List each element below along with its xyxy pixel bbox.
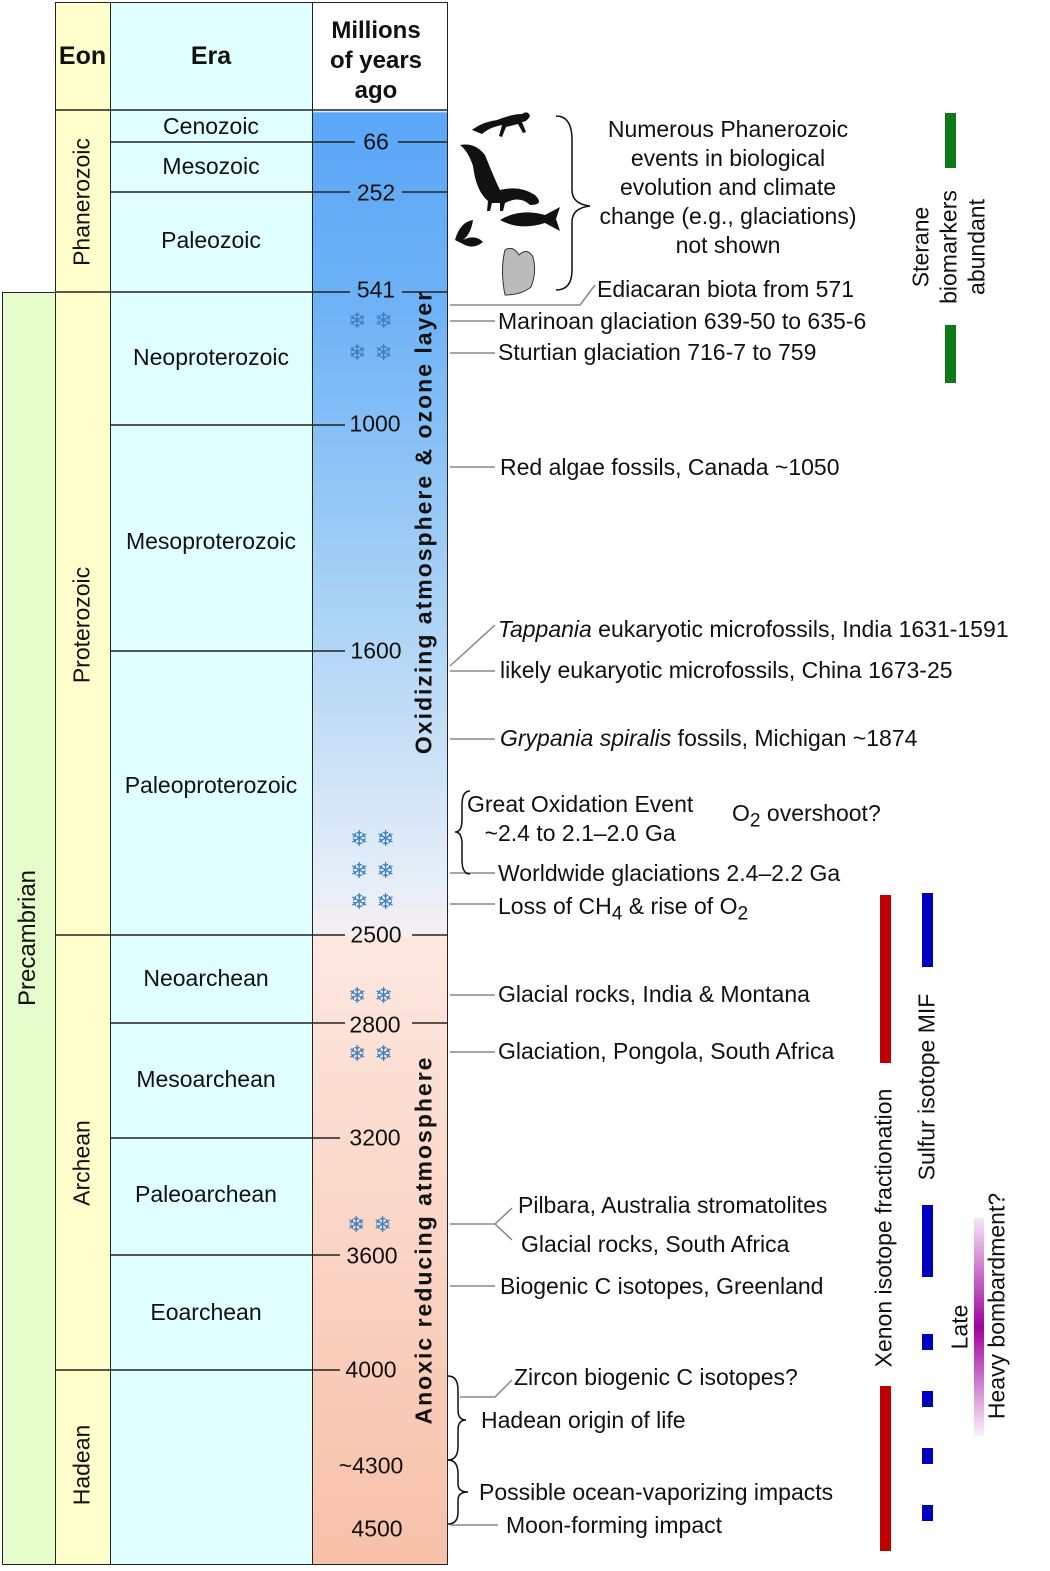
- event-text: eukaryotic microfossils, India 1631-1591: [591, 616, 1009, 642]
- era-mesoproterozoic: Mesoproterozoic: [125, 528, 297, 554]
- age-1000: 1000: [349, 410, 401, 437]
- era-mesozoic: Mesozoic: [162, 153, 260, 179]
- age-66: 66: [363, 128, 389, 155]
- era-column: [110, 2, 313, 1565]
- age-541: 541: [356, 276, 396, 303]
- sterane-label-3: abundant: [963, 199, 990, 295]
- sulfur-label: Sulfur isotope MIF: [913, 993, 940, 1181]
- event-o2-overshoot: O2 overshoot?: [732, 800, 881, 833]
- event-ocean-vapor: Possible ocean-vaporizing impacts: [479, 1479, 834, 1505]
- age-4000: 4000: [345, 1356, 397, 1383]
- event-pongola: Glaciation, Pongola, South Africa: [498, 1038, 835, 1064]
- event-text: fossils, Michigan ~1874: [671, 725, 918, 751]
- precambrian-column: [2, 292, 56, 1565]
- eon-column: [55, 2, 111, 1565]
- taxon-name: Grypania spiralis: [500, 725, 672, 751]
- event-grypania: Grypania spiralis fossils, Michigan ~187…: [500, 725, 917, 752]
- o2-text: O: [732, 800, 750, 826]
- era-eoarchean: Eoarchean: [150, 1299, 262, 1325]
- event-sturtian: Sturtian glaciation 716-7 to 759: [498, 339, 817, 365]
- era-neoproterozoic: Neoproterozoic: [133, 344, 289, 370]
- event-loss-ch4: Loss of CH4 & rise of O2: [498, 893, 748, 926]
- snowflake-icon: ❄❄: [348, 340, 401, 365]
- subscript: 2: [737, 903, 749, 925]
- event-moon: Moon-forming impact: [506, 1512, 723, 1538]
- event-china: likely eukaryotic microfossils, China 16…: [500, 657, 953, 683]
- eon-header: Eon: [58, 42, 107, 70]
- event-zircon: Zircon biogenic C isotopes?: [514, 1364, 798, 1390]
- taxon-name: Tappania: [498, 616, 592, 642]
- anoxic-atmosphere-label: Anoxic reducing atmosphere: [410, 1055, 437, 1425]
- era-paleoarchean: Paleoarchean: [135, 1181, 277, 1207]
- overshoot-text: overshoot?: [760, 800, 881, 826]
- age-4300: ~4300: [338, 1452, 404, 1479]
- fossil-silhouettes: [455, 112, 560, 296]
- event-pilbara: Pilbara, Australia stromatolites: [518, 1192, 828, 1218]
- event-goe: Great Oxidation Event ~2.4 to 2.1–2.0 Ga: [467, 790, 693, 848]
- event-red-algae: Red algae fossils, Canada ~1050: [500, 454, 840, 480]
- age-3600: 3600: [346, 1242, 398, 1269]
- era-cenozoic: Cenozoic: [163, 113, 259, 139]
- event-worldwide-glaciations: Worldwide glaciations 2.4–2.2 Ga: [498, 860, 841, 886]
- eon-phanerozoic: Phanerozoic: [68, 138, 95, 266]
- lhb-label-2: Heavy bombardment?: [983, 1192, 1010, 1420]
- age-2800: 2800: [349, 1011, 401, 1038]
- snowflake-icon: ❄❄: [350, 858, 403, 883]
- age-4500: 4500: [351, 1515, 403, 1542]
- era-paleoproterozoic: Paleoproterozoic: [124, 772, 298, 798]
- lhb-label-1: Late: [946, 1304, 973, 1350]
- subscript: 4: [611, 903, 623, 925]
- phanerozoic-note: Numerous Phanerozoic events in biologica…: [599, 116, 857, 258]
- event-ediacaran: Ediacaran biota from 571: [597, 276, 854, 302]
- loss-text: Loss of CH: [498, 893, 612, 919]
- xenon-bar: [880, 895, 891, 1063]
- eon-proterozoic: Proterozoic: [68, 566, 95, 684]
- snowflake-icon: ❄❄: [350, 826, 403, 851]
- xenon-label: Xenon isotope fractionation: [870, 1088, 897, 1368]
- snowflake-icon: ❄❄: [350, 889, 403, 914]
- sterane-bar: [945, 113, 956, 168]
- era-header: Era: [190, 42, 232, 70]
- event-tappania: Tappania eukaryotic microfossils, India …: [498, 616, 1009, 643]
- eon-hadean: Hadean: [68, 1424, 95, 1506]
- event-hadean-life: Hadean origin of life: [481, 1407, 686, 1433]
- sterane-label-1: Sterane: [907, 206, 934, 288]
- oxidizing-atmosphere-label: Oxidizing atmosphere & ozone layer: [410, 289, 437, 755]
- sterane-label-2: biomarkers: [935, 190, 962, 304]
- rise-text: & rise of O: [622, 893, 738, 919]
- time-header: Millions of years ago: [329, 17, 423, 104]
- subscript: 2: [749, 810, 761, 832]
- event-sa-glacial: Glacial rocks, South Africa: [521, 1231, 790, 1257]
- goe-line2: ~2.4 to 2.1–2.0 Ga: [484, 820, 676, 846]
- age-3200: 3200: [349, 1124, 401, 1151]
- era-paleozoic: Paleozoic: [161, 227, 261, 253]
- snowflake-icon: ❄❄: [348, 1041, 401, 1066]
- era-neoarchean: Neoarchean: [143, 965, 269, 991]
- sulfur-bar: [922, 893, 933, 967]
- goe-line1: Great Oxidation Event: [467, 791, 694, 817]
- lhb-bar: [974, 1218, 984, 1436]
- event-marinoan: Marinoan glaciation 639-50 to 635-6: [498, 308, 867, 334]
- event-greenland: Biogenic C isotopes, Greenland: [500, 1273, 824, 1299]
- event-india-montana: Glacial rocks, India & Montana: [498, 981, 810, 1007]
- age-252: 252: [356, 179, 396, 206]
- time-column: [312, 2, 448, 1565]
- era-mesoarchean: Mesoarchean: [136, 1066, 276, 1092]
- snowflake-icon: ❄❄: [348, 308, 401, 333]
- eon-archean: Archean: [68, 1120, 95, 1206]
- snowflake-icon: ❄❄: [348, 983, 401, 1008]
- age-2500: 2500: [350, 921, 402, 948]
- snowflake-icon: ❄❄: [347, 1212, 400, 1237]
- age-1600: 1600: [350, 637, 402, 664]
